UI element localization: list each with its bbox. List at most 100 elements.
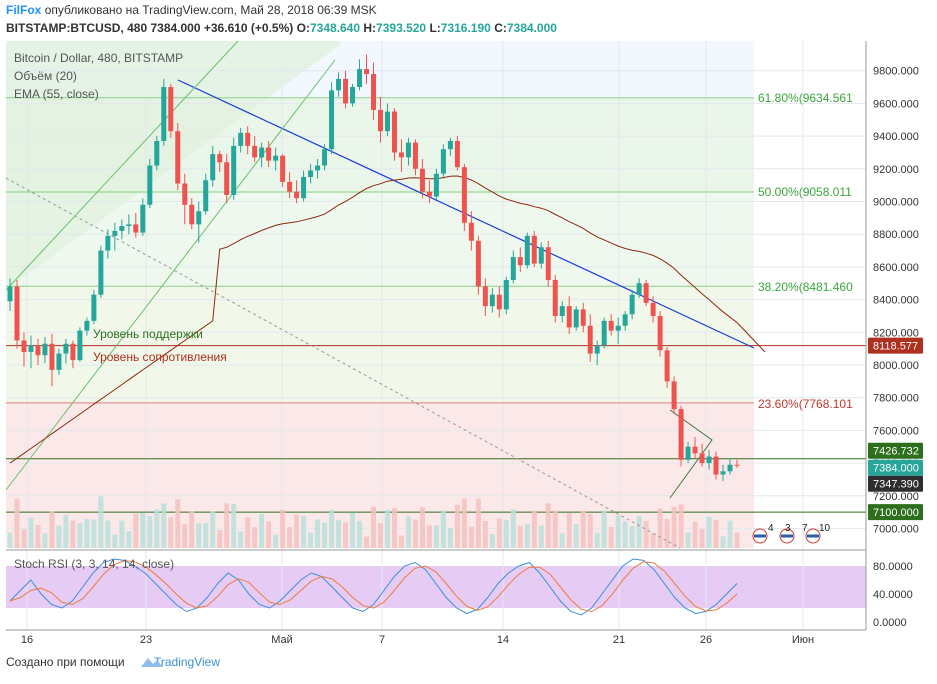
candle-body <box>98 250 104 295</box>
volume-bar <box>14 498 20 548</box>
candle-body <box>287 181 293 192</box>
volume-bar <box>636 516 642 548</box>
candle-body <box>84 320 90 331</box>
time-axis[interactable]: 16 23 Май 7 14 21 26 Июн <box>21 634 814 646</box>
volume-bar <box>336 520 342 548</box>
candle-body <box>447 141 453 150</box>
volume-bar <box>566 513 572 548</box>
volume-bar <box>301 516 307 548</box>
volume-bar <box>419 507 425 548</box>
volume-bar <box>56 525 62 548</box>
candle-body <box>720 471 726 475</box>
price-axis[interactable]: 9800.000 9600.000 9400.000 9200.000 9000.000… <box>873 66 919 536</box>
legend-volume: Объём (20) <box>14 69 77 83</box>
candle-body <box>503 279 509 310</box>
volume-bar <box>196 523 202 548</box>
candle-body <box>203 180 209 212</box>
volume-bar <box>182 524 188 548</box>
volume-bar <box>28 517 34 548</box>
price-tick-label: 7000.000 <box>873 524 919 536</box>
volume-bar <box>545 503 551 548</box>
price-tick-label: 9000.000 <box>873 197 919 209</box>
time-tick-label: 21 <box>613 634 625 646</box>
candle-body <box>545 247 551 280</box>
candle-body <box>671 381 677 410</box>
fib-label-50: 50.00%(9058.011 <box>758 185 852 199</box>
volume-bar <box>398 535 404 548</box>
volume-bar <box>650 533 656 548</box>
candle-body <box>112 230 118 236</box>
candle-body <box>7 286 13 302</box>
volume-bar <box>489 534 495 548</box>
volume-bar <box>63 515 69 548</box>
stoch-d-line <box>9 560 738 613</box>
candle-body <box>678 409 684 460</box>
candle-body <box>371 73 376 110</box>
volume-bar <box>189 511 195 548</box>
fib-zone-382-236 <box>6 286 754 403</box>
time-tick-label: 23 <box>140 634 152 646</box>
candle-body <box>398 152 404 158</box>
author-name[interactable]: FilFox <box>6 3 42 17</box>
candle-body <box>706 456 712 464</box>
candle-body <box>426 191 432 197</box>
ema-line <box>9 175 766 464</box>
volume-bar <box>308 532 314 548</box>
volume-bar <box>447 527 453 548</box>
candle-body <box>454 141 460 168</box>
candle-body <box>91 294 97 321</box>
high-label: H: <box>363 21 377 35</box>
candle-body <box>510 257 516 280</box>
candle-body <box>301 176 307 199</box>
footer-tradingview-link[interactable]: TradingView <box>153 655 221 669</box>
last-price: 7384.000 <box>150 21 201 35</box>
volume-bar <box>496 518 502 548</box>
volume-bar <box>245 517 251 548</box>
candle-body <box>496 294 502 310</box>
price-tick-label: 7600.000 <box>873 425 919 437</box>
volume-bar <box>629 526 635 548</box>
price-tick-label: 8200.000 <box>873 327 919 339</box>
volume-bar <box>266 521 272 548</box>
price-badge-bg <box>868 475 923 492</box>
volume-bar <box>252 527 258 548</box>
price-badge-text: 8118.577 <box>873 341 918 353</box>
candle-body <box>252 145 258 158</box>
candle-body <box>322 149 328 166</box>
candle-body <box>133 224 139 233</box>
volume-bar <box>329 510 335 548</box>
candle-body <box>419 168 425 192</box>
dividend-count: 3 <box>785 523 791 534</box>
volume-bar <box>692 521 698 548</box>
volume-bar <box>210 511 216 548</box>
volume-bar <box>371 506 376 548</box>
support-label: Уровень поддержки <box>93 327 203 341</box>
resistance-label: Уровень сопротивления <box>93 350 227 364</box>
candle-body <box>315 165 321 171</box>
volume-bar <box>91 519 97 548</box>
time-tick-label: 7 <box>379 634 385 646</box>
volume-bar <box>203 523 209 548</box>
candle-body <box>622 314 628 326</box>
volume-bar <box>133 513 139 548</box>
high-value: 7393.520 <box>376 21 427 35</box>
candle-body <box>210 154 216 181</box>
candle-body <box>461 167 467 223</box>
candle-body <box>154 141 160 166</box>
candle-body <box>126 224 132 227</box>
volume-bar <box>105 520 111 548</box>
candle-body <box>664 350 670 382</box>
candle-body <box>468 222 474 241</box>
volume-bar <box>440 510 446 548</box>
candle-body <box>601 320 607 346</box>
candle-body <box>391 111 397 153</box>
volume-bar <box>524 524 530 548</box>
volume-bar <box>468 526 474 548</box>
candle-body <box>531 235 537 264</box>
candle-body <box>56 353 62 370</box>
price-tick-label: 8600.000 <box>873 262 919 274</box>
volume-bar <box>517 525 523 548</box>
stoch-k-line <box>9 558 738 616</box>
price-badge-text: 7100.000 <box>873 507 919 519</box>
